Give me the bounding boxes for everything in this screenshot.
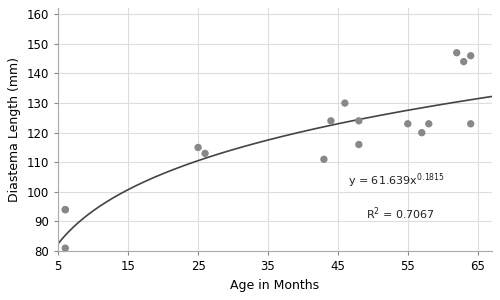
Point: [466, 53, 474, 58]
Point: [425, 122, 433, 126]
Point: [62, 207, 70, 212]
Y-axis label: Diastema Length (mm): Diastema Length (mm): [8, 57, 22, 202]
Point: [355, 142, 363, 147]
Point: [62, 207, 70, 212]
Point: [418, 130, 426, 135]
Text: y = 61.639x$^{0.1815}$: y = 61.639x$^{0.1815}$: [348, 172, 446, 190]
X-axis label: Age in Months: Age in Months: [230, 279, 320, 292]
Point: [62, 246, 70, 250]
Point: [466, 122, 474, 126]
Point: [327, 118, 335, 123]
Point: [201, 151, 209, 156]
Point: [320, 157, 328, 162]
Point: [460, 59, 468, 64]
Text: R$^{2}$ = 0.7067: R$^{2}$ = 0.7067: [366, 205, 434, 222]
Point: [194, 145, 202, 150]
Point: [404, 122, 412, 126]
Point: [452, 50, 460, 55]
Point: [341, 101, 349, 106]
Point: [355, 118, 363, 123]
